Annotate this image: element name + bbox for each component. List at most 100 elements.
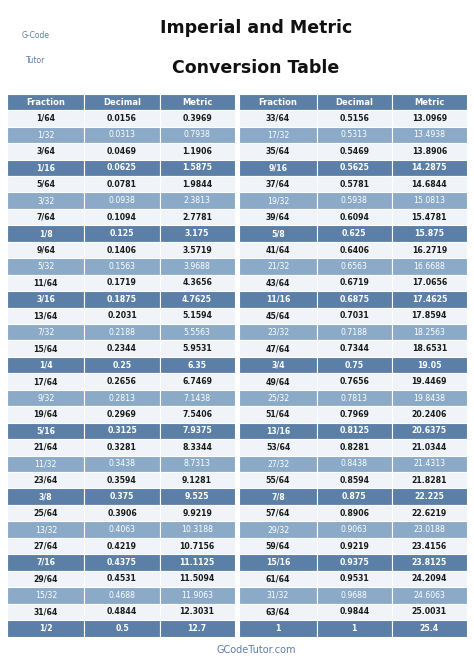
Text: 21.8281: 21.8281	[411, 476, 447, 485]
Text: 0.2969: 0.2969	[107, 410, 137, 419]
Bar	[7, 225, 84, 242]
Text: 7/32: 7/32	[37, 328, 55, 337]
Bar	[392, 604, 467, 620]
Text: 1/32: 1/32	[37, 131, 55, 139]
Text: 15.0813: 15.0813	[413, 196, 446, 205]
Text: 17/64: 17/64	[34, 377, 58, 386]
Bar	[392, 472, 467, 488]
Bar	[160, 242, 235, 258]
Bar	[239, 308, 317, 324]
Bar	[160, 373, 235, 390]
Bar	[7, 209, 84, 225]
Bar	[7, 111, 84, 127]
Text: 1/64: 1/64	[36, 114, 55, 123]
Bar	[317, 94, 392, 111]
Text: 11.9063: 11.9063	[181, 591, 213, 600]
Text: Tutor: Tutor	[26, 56, 45, 66]
Bar	[239, 571, 317, 587]
Text: 0.9219: 0.9219	[339, 541, 369, 551]
Bar	[7, 423, 84, 439]
Text: 5/32: 5/32	[37, 262, 55, 271]
Bar	[392, 488, 467, 505]
Text: 1/16: 1/16	[36, 163, 55, 172]
Bar	[239, 456, 317, 472]
Bar	[160, 587, 235, 604]
Text: 0.7969: 0.7969	[339, 410, 369, 419]
Bar	[317, 571, 392, 587]
Text: 9/64: 9/64	[36, 245, 55, 255]
Text: 41/64: 41/64	[266, 245, 291, 255]
Bar	[160, 209, 235, 225]
Text: 0.8281: 0.8281	[339, 443, 369, 452]
Text: 0.2813: 0.2813	[109, 393, 136, 403]
Text: 0.75: 0.75	[345, 360, 364, 370]
Bar	[160, 406, 235, 423]
Bar	[7, 127, 84, 143]
Text: 21.4313: 21.4313	[413, 460, 446, 468]
Bar	[7, 488, 84, 505]
Bar	[160, 176, 235, 192]
Text: 1/8: 1/8	[39, 229, 53, 238]
Bar	[7, 604, 84, 620]
Text: 20.6375: 20.6375	[412, 426, 447, 436]
Bar	[392, 620, 467, 636]
Bar	[160, 340, 235, 357]
Text: 0.375: 0.375	[110, 492, 134, 501]
Bar	[317, 472, 392, 488]
Bar	[317, 324, 392, 340]
Text: 15.4781: 15.4781	[411, 212, 447, 222]
Bar	[317, 209, 392, 225]
Bar	[7, 521, 84, 538]
Text: 0.3594: 0.3594	[107, 476, 137, 485]
Bar	[317, 127, 392, 143]
Bar	[7, 94, 84, 111]
Bar	[7, 373, 84, 390]
Bar	[392, 111, 467, 127]
Bar	[160, 94, 235, 111]
Bar	[160, 439, 235, 456]
Bar	[392, 127, 467, 143]
Text: 22.225: 22.225	[414, 492, 444, 501]
Bar	[317, 604, 392, 620]
Text: 23.0188: 23.0188	[413, 525, 445, 534]
Bar	[160, 159, 235, 176]
Text: 0.6094: 0.6094	[339, 212, 369, 222]
Bar	[7, 571, 84, 587]
Text: 11/16: 11/16	[266, 295, 290, 304]
Bar	[84, 340, 160, 357]
Text: 47/64: 47/64	[266, 344, 291, 353]
Bar	[160, 357, 235, 373]
Text: 0.6563: 0.6563	[341, 262, 368, 271]
Text: 31/32: 31/32	[267, 591, 289, 600]
Bar	[317, 242, 392, 258]
Bar	[84, 505, 160, 521]
Bar	[392, 587, 467, 604]
Text: 0.8906: 0.8906	[339, 509, 369, 518]
Bar	[7, 505, 84, 521]
Text: 51/64: 51/64	[266, 410, 290, 419]
Bar	[7, 192, 84, 209]
Text: 25/64: 25/64	[34, 509, 58, 518]
Text: 0.6719: 0.6719	[339, 279, 369, 287]
Text: 0.5: 0.5	[115, 624, 129, 632]
Bar	[7, 308, 84, 324]
Text: 0.4063: 0.4063	[109, 525, 136, 534]
Bar	[160, 390, 235, 406]
Bar	[239, 225, 317, 242]
Text: 63/64: 63/64	[266, 607, 290, 616]
Text: 0.1875: 0.1875	[107, 295, 137, 304]
Bar	[317, 587, 392, 604]
Bar	[84, 275, 160, 291]
Text: 0.3969: 0.3969	[182, 114, 212, 123]
Text: 7.1438: 7.1438	[183, 393, 210, 403]
Bar	[239, 488, 317, 505]
Bar	[239, 604, 317, 620]
Bar	[84, 242, 160, 258]
Text: 19.05: 19.05	[417, 360, 442, 370]
Bar	[84, 324, 160, 340]
Bar	[239, 587, 317, 604]
Bar	[7, 258, 84, 275]
Text: 3/16: 3/16	[36, 295, 55, 304]
Text: 0.0625: 0.0625	[107, 163, 137, 172]
Text: 13/16: 13/16	[266, 426, 290, 436]
